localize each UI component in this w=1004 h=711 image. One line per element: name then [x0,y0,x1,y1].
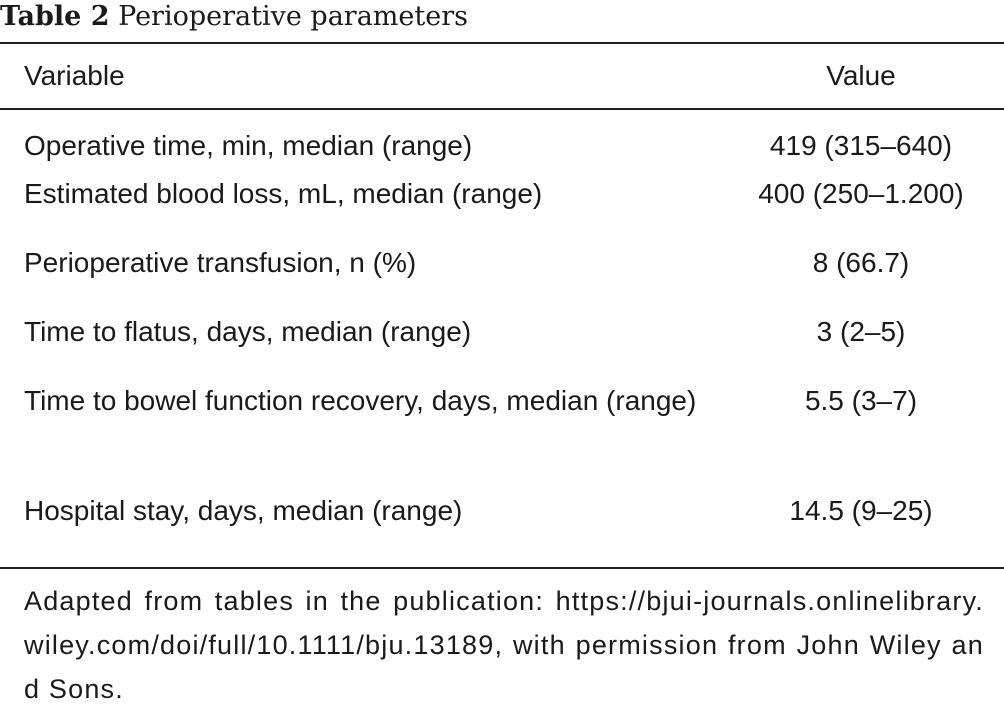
cell-variable: Perioperative transfusion, n (%) [24,247,417,278]
table-row: Estimated blood loss, mL, median (range)… [0,177,1004,246]
cell-value: 8 (66.7) [812,247,910,278]
table-caption: Table 2 Perioperative parameters [0,0,468,40]
header-value: Value [826,60,896,91]
table-row: Operative time, min, median (range) 419 … [0,108,1004,177]
cell-variable: Time to bowel function recovery, days, m… [24,385,697,416]
cell-value: 400 (250–1.200) [758,178,964,209]
cell-variable: Operative time, min, median (range) [24,130,473,161]
perioperative-parameters-table: Variable Value Operative time, min, medi… [0,44,1004,540]
cell-variable: Hospital stay, days, median (range) [24,495,463,526]
table-title: Perioperative parameters [118,1,468,32]
table-number: Table 2 [0,1,110,32]
table-footnote: Adapted from tables in the publication: … [24,586,984,704]
top-rule [0,42,1004,44]
cell-value: 5.5 (3–7) [804,385,918,416]
header-variable: Variable [24,60,125,91]
table-row: Perioperative transfusion, n (%) 8 (66.7… [0,246,1004,315]
bottom-rule [0,567,1004,569]
cell-value: 14.5 (9–25) [789,495,933,526]
header-rule [0,108,1004,110]
table-row: Time to bowel function recovery, days, m… [0,384,1004,494]
table-row: Time to flatus, days, median (range) 3 (… [0,315,1004,384]
table-header-row: Variable Value [0,44,1004,108]
cell-value: 3 (2–5) [816,316,906,347]
cell-variable: Estimated blood loss, mL, median (range) [24,178,543,209]
table-row: Hospital stay, days, median (range) 14.5… [0,494,1004,540]
cell-value: 419 (315–640) [769,130,953,161]
cell-variable: Time to flatus, days, median (range) [24,316,472,347]
